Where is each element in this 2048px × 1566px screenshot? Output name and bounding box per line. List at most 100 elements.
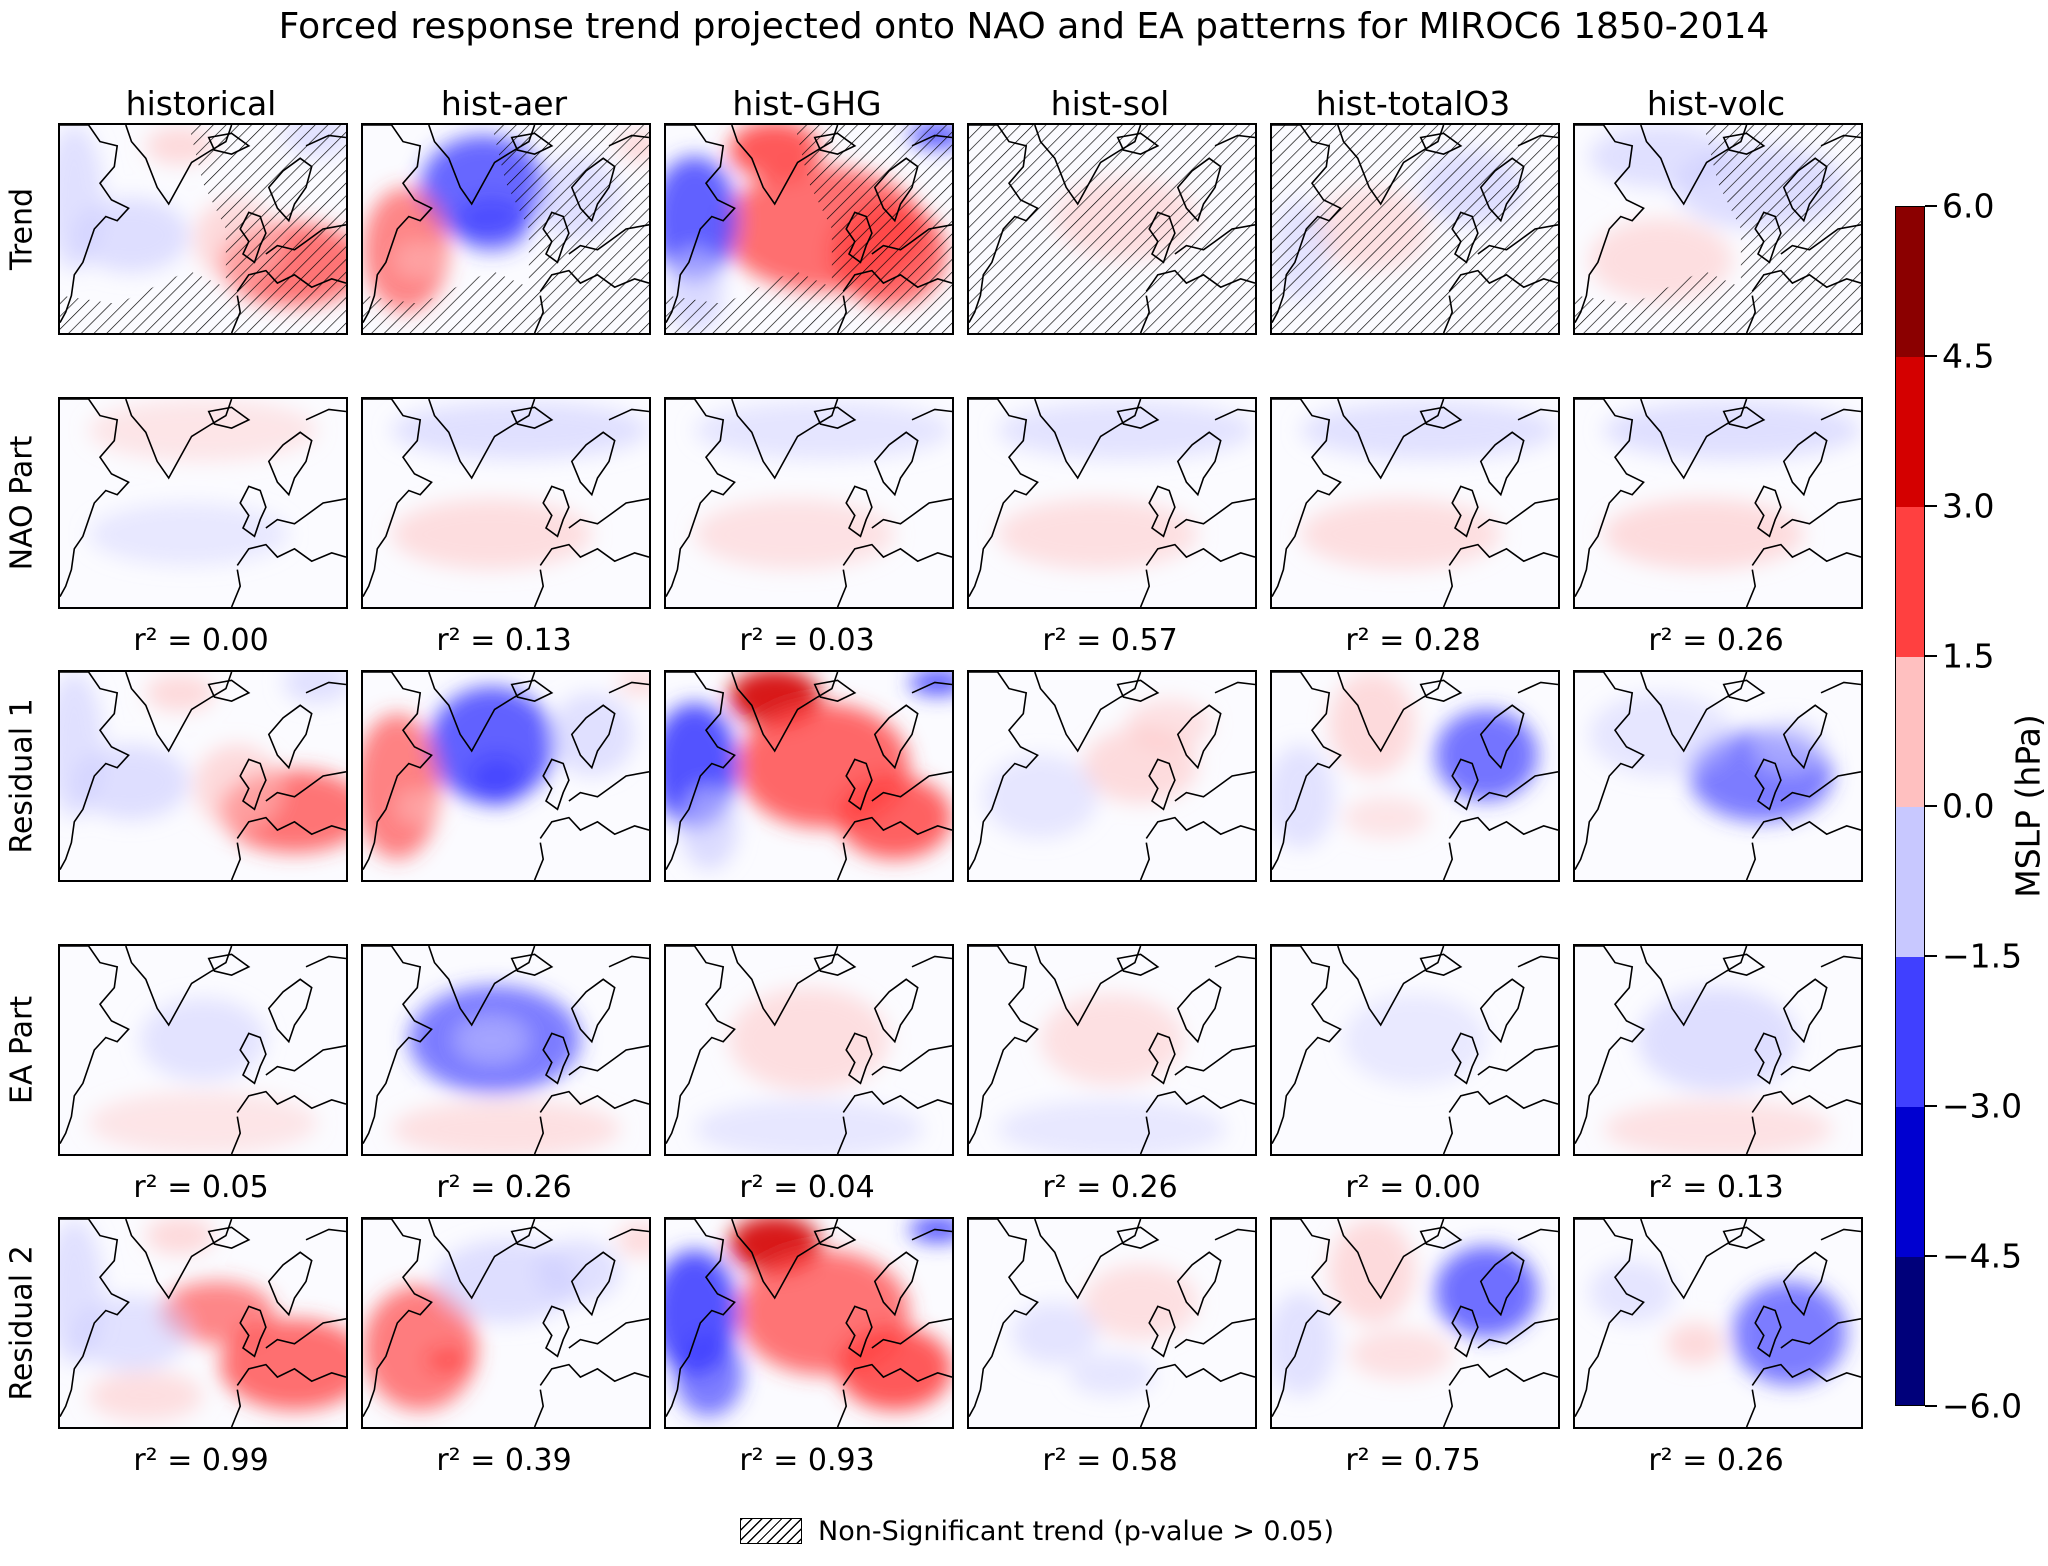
anomaly-blob (534, 1239, 621, 1303)
anomaly-blob (1011, 1302, 1098, 1365)
anomaly-blob (457, 1018, 527, 1061)
map-panel-residual-1-hist-sol (967, 670, 1257, 882)
coastline (1139, 569, 1151, 607)
coastline (570, 704, 616, 770)
column-title-hist-volc: hist-volc (1646, 84, 1786, 123)
hatching-legend-label: Non-Significant trend (p-value > 0.05) (818, 1515, 1335, 1547)
coastline (1745, 569, 1757, 607)
coastline (1145, 1363, 1255, 1386)
anomaly-blob (397, 247, 444, 273)
anomaly-blob (1589, 1260, 1676, 1323)
coastline (1148, 758, 1176, 811)
coastline (1116, 1226, 1160, 1249)
coastline (1442, 1116, 1454, 1154)
r-squared-residual-2-hist-totalo3: r² = 0.75 (1345, 1443, 1481, 1478)
coastline (207, 406, 251, 429)
coastline (1176, 704, 1222, 770)
coastline (568, 498, 649, 529)
coastline (1451, 1305, 1479, 1358)
coastline (1479, 978, 1525, 1044)
map-panel-trend-hist-totalo3 (1270, 123, 1560, 335)
coastline (1479, 1251, 1525, 1317)
coastline (510, 679, 554, 702)
anomaly-blob (1666, 1323, 1724, 1365)
coastline (1148, 485, 1176, 538)
anomaly-blob (145, 674, 215, 712)
coastline (1722, 1226, 1766, 1249)
map-panel-residual-2-hist-volc (1573, 1217, 1863, 1429)
coastline (363, 125, 433, 323)
coastline (1477, 498, 1558, 529)
coastline (1780, 1318, 1861, 1349)
coastline (1337, 946, 1445, 1027)
coastline (1139, 1389, 1151, 1427)
coastline (570, 978, 616, 1044)
coastline (1640, 672, 1748, 753)
coastline (230, 1389, 242, 1427)
coastline (731, 672, 839, 753)
figure-title: Forced response trend projected onto NAO… (278, 6, 1770, 47)
coastline (1116, 679, 1160, 702)
anomaly-blob (997, 498, 1198, 570)
coastline (1820, 1228, 1861, 1241)
anomaly-blob (74, 744, 189, 820)
row-label-trend: Trend (4, 187, 40, 271)
coastline (911, 408, 952, 421)
coastline (363, 1219, 433, 1417)
map-panel-trend-hist-ghg (664, 123, 954, 335)
anomaly-blob (1343, 796, 1430, 839)
coastline (1640, 1219, 1748, 1300)
anomaly-blob (694, 498, 895, 570)
coastline (1451, 758, 1479, 811)
r-squared-ea-part-hist-totalo3: r² = 0.00 (1345, 1170, 1481, 1205)
coastline (1745, 1389, 1757, 1427)
coastline (836, 1116, 848, 1154)
coastline (1451, 1032, 1479, 1085)
coastline (236, 1090, 346, 1113)
coastline (666, 125, 736, 323)
coastline (533, 1389, 545, 1427)
coastline (1640, 399, 1748, 480)
map-panel-residual-2-hist-ghg (664, 1217, 954, 1429)
r-squared-ea-part-historical: r² = 0.05 (133, 1170, 269, 1205)
coastline (1174, 1318, 1255, 1349)
coastline (363, 946, 433, 1144)
map-panel-trend-historical (58, 123, 348, 335)
coastline (731, 1219, 839, 1300)
colorbar-tick (1925, 1255, 1937, 1257)
map-panel-ea-part-hist-totalo3 (1270, 944, 1560, 1156)
anomaly-blob (160, 1281, 275, 1344)
coastline (1116, 953, 1160, 976)
non-significant-hatching (363, 125, 649, 333)
anomaly-blob (1040, 993, 1184, 1086)
anomaly-blob (283, 672, 346, 704)
anomaly-blob (1732, 1281, 1847, 1386)
map-panel-ea-part-hist-aer (361, 944, 651, 1156)
coastline (265, 1045, 346, 1076)
anomaly-blob (1329, 1219, 1415, 1323)
colorbar-tick-label: 4.5 (1942, 336, 1995, 376)
coastline (1034, 946, 1142, 1027)
anomaly-blob (391, 1099, 621, 1154)
coastline (666, 672, 736, 870)
non-significant-hatching (969, 125, 1255, 333)
coastline (1139, 1116, 1151, 1154)
coastline (1782, 704, 1828, 770)
coastline (871, 1045, 952, 1076)
coastline (60, 399, 130, 597)
hatching-legend: Non-Significant trend (p-value > 0.05) (740, 1514, 1334, 1548)
anomaly-blob (837, 776, 952, 860)
coastline (207, 953, 251, 976)
coastline (1820, 955, 1861, 968)
coastline (428, 1219, 536, 1300)
coastline (1272, 399, 1342, 597)
coastline (836, 569, 848, 607)
anomaly-blob (1272, 744, 1335, 849)
colorbar-segment (1896, 957, 1924, 1107)
coastline (1754, 758, 1782, 811)
coastline (911, 1228, 952, 1241)
coastline (125, 399, 233, 480)
colorbar-segment (1896, 657, 1924, 807)
coastline (969, 399, 1039, 597)
map-panel-ea-part-hist-ghg (664, 944, 954, 1156)
